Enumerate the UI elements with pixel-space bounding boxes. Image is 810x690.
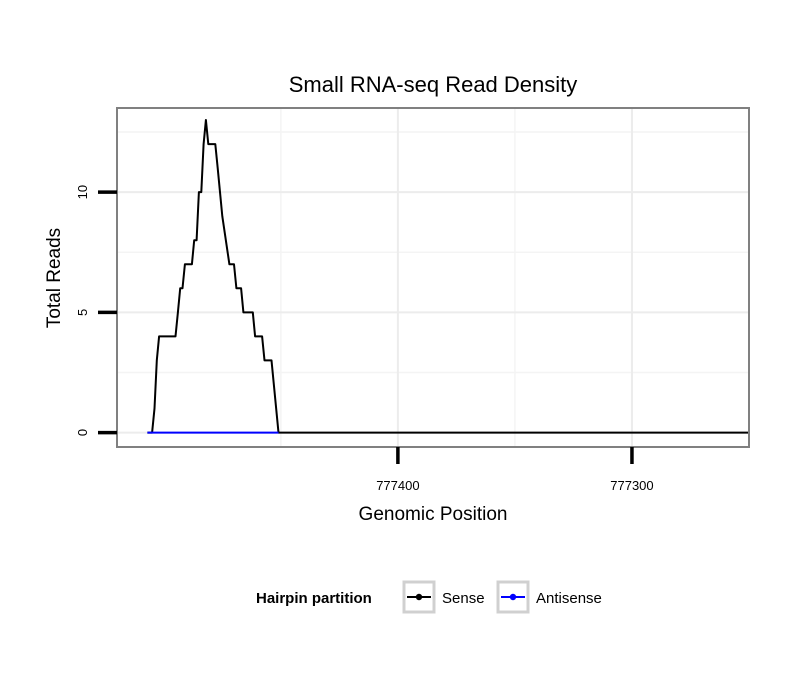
legend-entry-sense: Sense <box>402 580 485 614</box>
data-series <box>147 119 749 434</box>
plot-panel-border <box>116 107 750 448</box>
x-axis-ticks: 777400 777300 <box>376 447 654 493</box>
chart-title: Small RNA-seq Read Density <box>289 72 578 97</box>
y-axis-ticks: 0 5 10 <box>75 185 117 436</box>
legend-key-point-sense <box>415 593 423 601</box>
series-line-sense <box>147 119 749 434</box>
y-tick-label-0: 0 <box>75 429 90 436</box>
y-tick-label-2: 10 <box>75 185 90 199</box>
legend-key-point-antisense <box>509 593 517 601</box>
x-axis-label: Genomic Position <box>359 504 508 525</box>
x-tick-label-1: 777300 <box>610 478 653 493</box>
legend-entry-antisense: Antisense <box>496 580 602 614</box>
legend-title: Hairpin partition <box>256 590 372 607</box>
legend-label-antisense: Antisense <box>536 590 602 607</box>
y-tick-label-1: 5 <box>75 309 90 316</box>
legend-label-sense: Sense <box>442 590 485 607</box>
x-tick-label-0: 777400 <box>376 478 419 493</box>
y-axis-label: Total Reads <box>44 228 65 328</box>
plot-panel-background <box>117 108 749 447</box>
legend: Hairpin partition Sense Antisense <box>256 580 602 614</box>
